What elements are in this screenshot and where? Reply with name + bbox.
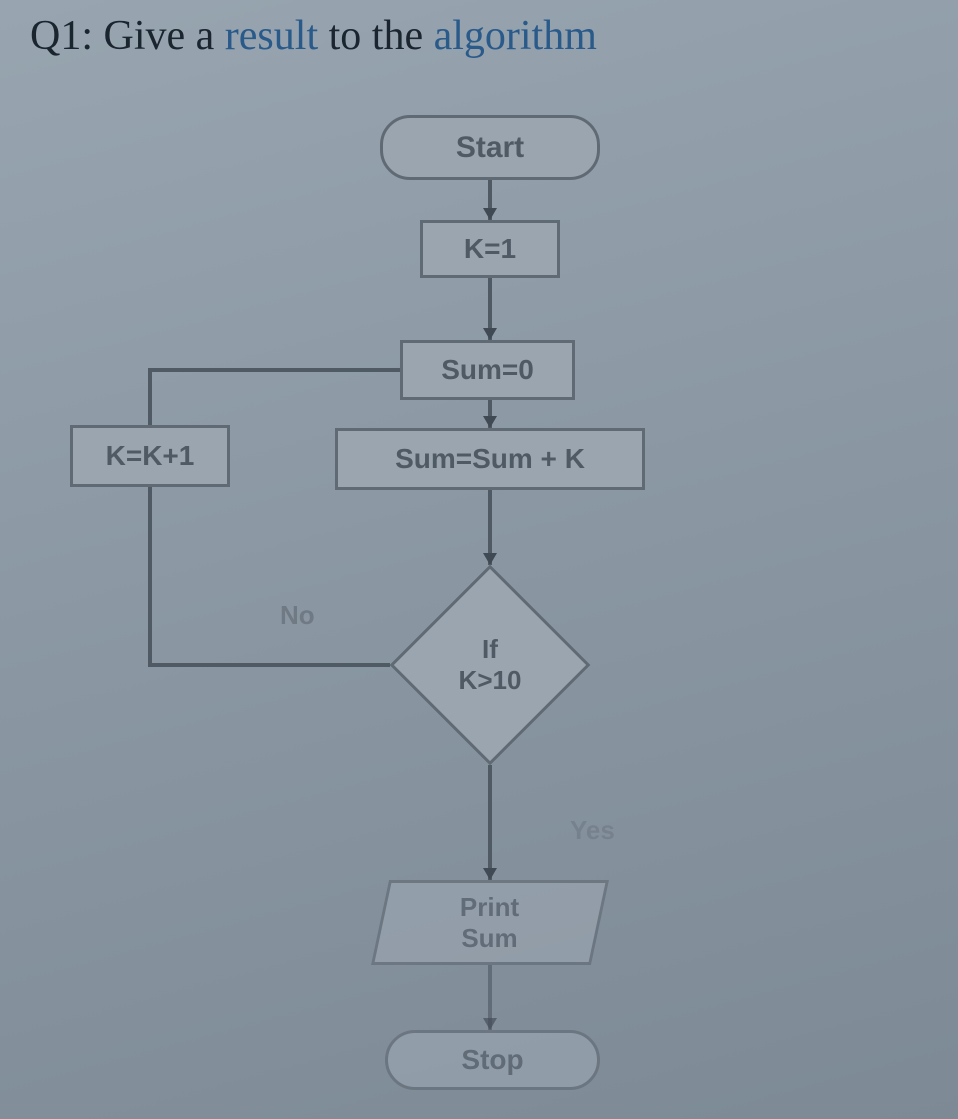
node-decision: If K>10 xyxy=(390,565,590,765)
node-print: Print Sum xyxy=(371,880,609,965)
edge-no-v xyxy=(148,487,152,667)
label-no: No xyxy=(280,600,315,631)
arrow-start-initk xyxy=(483,208,497,220)
edge-inck-right xyxy=(148,368,400,372)
node-increment-k-label: K=K+1 xyxy=(106,440,195,472)
label-yes: Yes xyxy=(570,815,615,846)
arrow-print-stop xyxy=(483,1018,497,1030)
print-line2: Sum xyxy=(460,923,519,954)
page-background: Q1: Give a result to the algorithm Start… xyxy=(0,0,958,1119)
diamond-text: If K>10 xyxy=(459,634,522,696)
node-stop-label: Stop xyxy=(461,1044,523,1076)
edge-inck-up xyxy=(148,370,152,425)
io-text: Print Sum xyxy=(460,892,519,954)
arrow-accum-decision xyxy=(483,553,497,565)
node-start-label: Start xyxy=(456,131,524,165)
arrow-initk-initsum xyxy=(483,328,497,340)
arrow-initsum-accum xyxy=(483,416,497,428)
node-init-k: K=1 xyxy=(420,220,560,278)
node-init-sum: Sum=0 xyxy=(400,340,575,400)
edge-no-h xyxy=(150,663,390,667)
flowchart-container: Start K=1 Sum=0 K=K+1 Sum=Sum + K xyxy=(0,0,958,1119)
node-init-k-label: K=1 xyxy=(464,233,516,265)
node-start: Start xyxy=(380,115,600,180)
print-line1: Print xyxy=(460,892,519,923)
label-no-text: No xyxy=(280,600,315,630)
arrow-yes-print xyxy=(483,868,497,880)
label-yes-text: Yes xyxy=(570,815,615,845)
node-accumulate-label: Sum=Sum + K xyxy=(395,443,585,475)
decision-line1: If xyxy=(459,634,522,665)
node-stop: Stop xyxy=(385,1030,600,1090)
node-init-sum-label: Sum=0 xyxy=(441,354,534,386)
node-accumulate: Sum=Sum + K xyxy=(335,428,645,490)
decision-line2: K>10 xyxy=(459,665,522,696)
node-increment-k: K=K+1 xyxy=(70,425,230,487)
edge-yes-v1 xyxy=(488,765,492,880)
